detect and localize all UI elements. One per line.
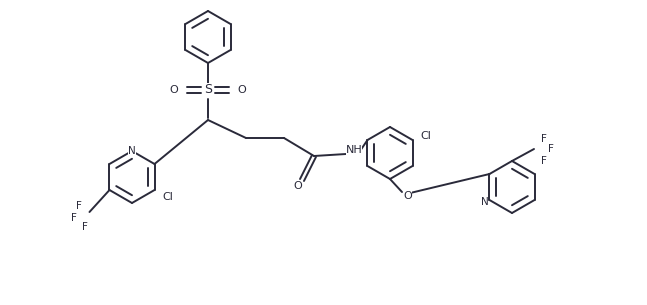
Text: O: O <box>170 85 179 95</box>
Text: O: O <box>237 85 247 95</box>
Text: F: F <box>541 156 547 166</box>
Text: F: F <box>82 222 87 232</box>
Text: Cl: Cl <box>420 131 431 141</box>
Text: S: S <box>204 84 212 96</box>
Text: O: O <box>404 191 412 201</box>
Text: N: N <box>128 146 136 156</box>
Text: NH: NH <box>345 145 362 155</box>
Text: N: N <box>481 197 488 207</box>
Text: F: F <box>71 213 76 223</box>
Text: F: F <box>548 144 554 154</box>
Text: F: F <box>541 134 547 144</box>
Text: Cl: Cl <box>162 192 173 202</box>
Text: F: F <box>76 201 82 211</box>
Text: O: O <box>294 181 302 191</box>
